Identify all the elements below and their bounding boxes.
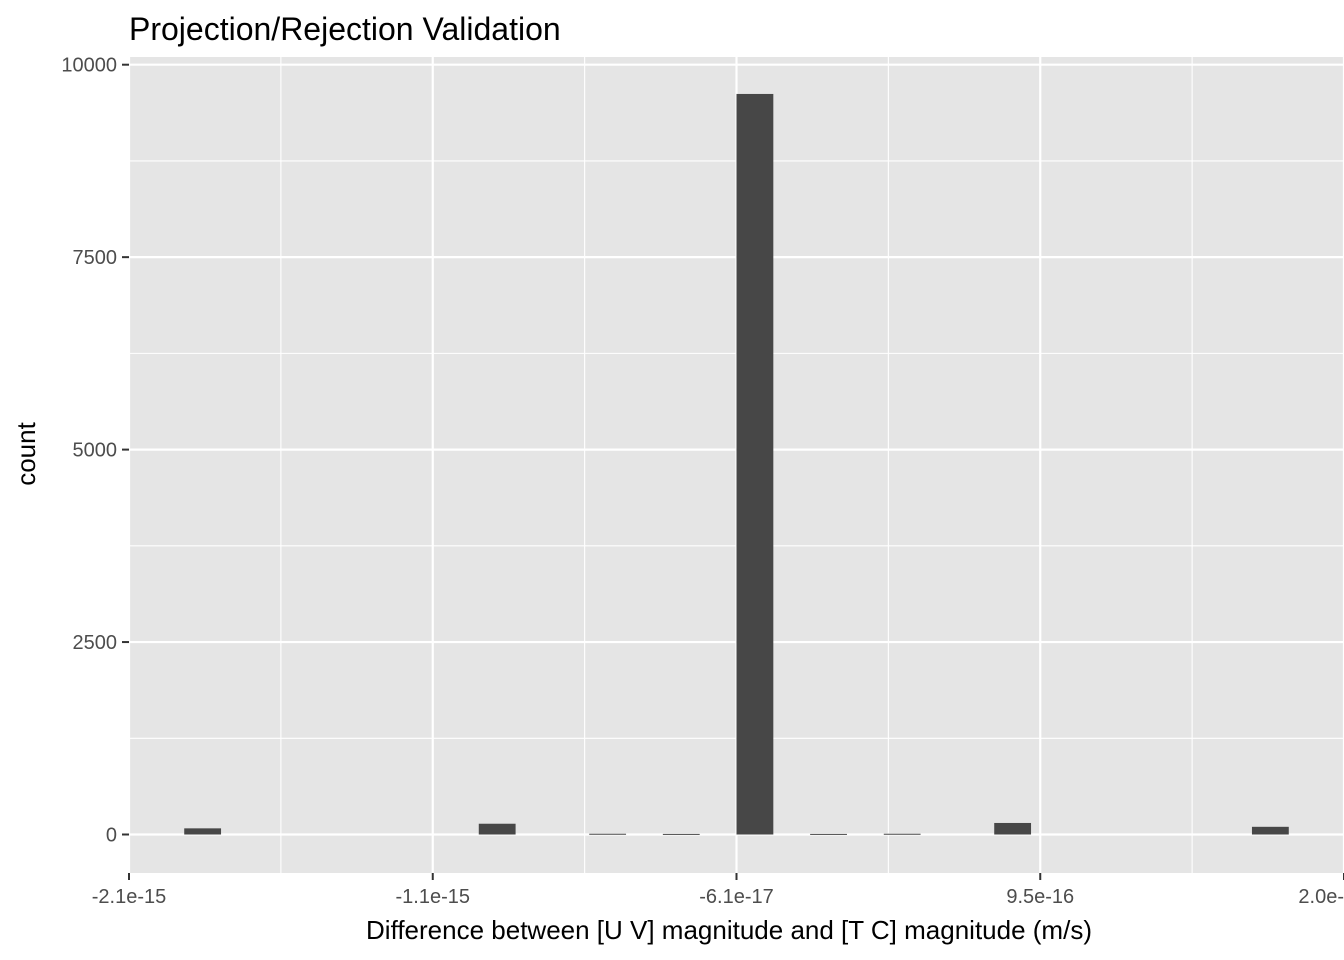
histogram-bar (662, 833, 700, 835)
y-tick-label: 10000 (61, 55, 117, 77)
x-tick-label: 2.0e- (1298, 886, 1344, 908)
y-tick-label: 5000 (73, 440, 118, 462)
histogram-bar (184, 828, 222, 835)
y-axis-title: count (11, 421, 41, 485)
x-tick-label: 9.5e-16 (1006, 886, 1074, 908)
x-axis-title: Difference between [U V] magnitude and [… (366, 915, 1092, 945)
histogram-bar (1251, 826, 1289, 835)
chart-title: Projection/Rejection Validation (129, 11, 561, 47)
y-tick-label: 7500 (73, 247, 118, 269)
y-axis: 0 2500 5000 7500 10000 (61, 55, 129, 847)
x-tick-label: -6.1e-17 (699, 886, 774, 908)
y-tick-label: 0 (106, 825, 117, 847)
x-tick-label: -2.1e-15 (92, 886, 167, 908)
histogram-bar (478, 823, 516, 835)
x-tick-label: -1.1e-15 (396, 886, 471, 908)
histogram-bar (736, 93, 774, 835)
histogram-bar (883, 833, 921, 835)
bars (184, 93, 1289, 835)
y-tick-label: 2500 (73, 632, 118, 654)
histogram-bar (810, 833, 847, 835)
x-axis: -2.1e-15 -1.1e-15 -6.1e-17 9.5e-16 2.0e- (92, 873, 1344, 908)
histogram-bar (589, 833, 627, 835)
histogram-bar (994, 822, 1032, 835)
